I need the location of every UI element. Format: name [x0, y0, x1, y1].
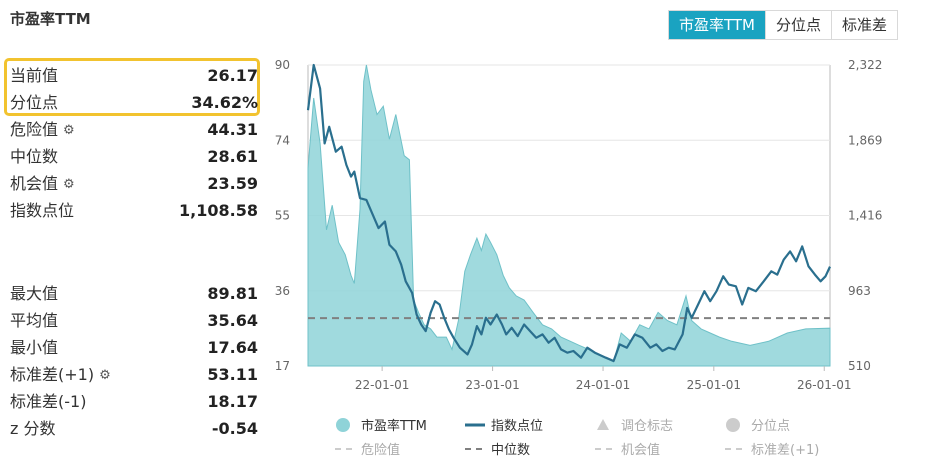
x-tick-label: 25-01-01 [687, 378, 741, 392]
legend-item[interactable]: 分位点 [726, 418, 790, 434]
stat-value: -0.54 [211, 419, 258, 438]
tab-percentile[interactable]: 分位点 [765, 11, 831, 39]
right-tick-label: 1,869 [848, 133, 882, 147]
stat-label: 中位数 [10, 147, 59, 166]
stat-label: 最小值 [10, 338, 59, 357]
stat-label: z 分数 [10, 419, 56, 438]
x-tick-label: 22-01-01 [355, 378, 409, 392]
stat-label: 标准差(-1) [10, 392, 87, 411]
legend-item[interactable]: 中位数 [465, 443, 530, 458]
stat-value: 23.59 [207, 174, 258, 193]
x-axis: 22-01-01 23-01-01 24-01-01 25-01-01 26-01-01 [355, 366, 851, 392]
gear-icon[interactable]: ⚙ [63, 123, 75, 138]
stat-row-danger: 危险值 ⚙ 44.31 [4, 116, 262, 143]
stat-row-zscore: z 分数 -0.54 [4, 415, 262, 442]
stat-value: 18.17 [207, 392, 258, 411]
stat-value: 17.64 [207, 338, 258, 357]
stat-value: 44.31 [207, 120, 258, 139]
stat-label: 机会值 ⚙ [10, 170, 75, 198]
legend-item[interactable]: 机会值 [595, 442, 660, 458]
stat-value: 34.62% [191, 93, 258, 112]
left-tick-label: 36 [275, 284, 290, 298]
stat-value: 1,108.58 [179, 201, 258, 220]
legend-label: 分位点 [751, 419, 790, 434]
stat-row-median: 中位数 28.61 [4, 143, 262, 170]
metric-tabs: 市盈率TTM 分位点 标准差 [668, 10, 899, 40]
gear-icon[interactable]: ⚙ [99, 368, 111, 383]
stats-panel: 当前值 26.17 分位点 34.62% 危险值 ⚙ 44.31 中位数 28.6… [4, 62, 262, 442]
legend-label: 危险值 [361, 442, 400, 458]
right-tick-label: 963 [848, 284, 871, 298]
stat-label: 标准差(+1) ⚙ [10, 361, 111, 389]
left-axis: 90 74 55 36 17 [275, 58, 290, 373]
series-pe-ttm-area [307, 64, 831, 367]
stat-value: 89.81 [207, 284, 258, 303]
stat-row-std-minus: 标准差(-1) 18.17 [4, 388, 262, 415]
legend-dot-icon [336, 418, 350, 432]
stat-label: 危险值 ⚙ [10, 116, 75, 144]
right-tick-label: 510 [848, 359, 871, 373]
legend-label: 调仓标志 [621, 419, 673, 434]
right-tick-label: 2,322 [848, 58, 882, 72]
stat-row-percentile: 分位点 34.62% [4, 89, 262, 116]
stat-row-current: 当前值 26.17 [4, 62, 262, 89]
legend-triangle-icon [597, 419, 609, 430]
stat-row-opportunity: 机会值 ⚙ 23.59 [4, 170, 262, 197]
right-axis: 2,322 1,869 1,416 963 510 [848, 58, 882, 373]
left-tick-label: 17 [275, 359, 290, 373]
legend-dot-icon [726, 418, 740, 432]
stat-row-mean: 平均值 35.64 [4, 307, 262, 334]
stat-row-index-points: 指数点位 1,108.58 [4, 197, 262, 224]
stat-value: 35.64 [207, 311, 258, 330]
legend-label: 中位数 [491, 443, 530, 458]
stat-label: 最大值 [10, 284, 59, 303]
legend-item[interactable]: 危险值 [335, 442, 400, 458]
legend-label: 市盈率TTM [361, 418, 427, 434]
legend-item[interactable]: 调仓标志 [597, 419, 673, 434]
legend-item[interactable]: 市盈率TTM [336, 418, 427, 434]
stat-value: 28.61 [207, 147, 258, 166]
legend-item[interactable]: 标准差(+1) [725, 443, 819, 458]
page-title: 市盈率TTM [10, 10, 91, 28]
stat-value: 26.17 [207, 66, 258, 85]
tab-std[interactable]: 标准差 [831, 11, 897, 39]
left-tick-label: 74 [275, 133, 290, 147]
x-tick-label: 26-01-01 [797, 378, 851, 392]
left-tick-label: 90 [275, 58, 290, 72]
current-value-highlight [4, 58, 260, 116]
legend-label: 标准差(+1) [751, 443, 819, 458]
tab-pe-ttm[interactable]: 市盈率TTM [669, 11, 766, 39]
stat-row-min: 最小值 17.64 [4, 334, 262, 361]
gear-icon[interactable]: ⚙ [63, 177, 75, 192]
stat-row-std-plus: 标准差(+1) ⚙ 53.11 [4, 361, 262, 388]
legend-label: 指数点位 [491, 419, 543, 434]
right-tick-label: 1,416 [848, 209, 882, 223]
stat-label: 平均值 [10, 311, 59, 330]
x-tick-label: 23-01-01 [465, 378, 519, 392]
stat-label: 分位点 [10, 93, 59, 112]
legend-item[interactable]: 指数点位 [465, 419, 543, 434]
x-tick-label: 24-01-01 [576, 378, 630, 392]
left-tick-label: 55 [275, 209, 290, 223]
legend-label: 机会值 [621, 442, 660, 458]
stat-label: 当前值 [10, 66, 59, 85]
stat-value: 53.11 [207, 365, 258, 384]
stat-label: 指数点位 [10, 201, 75, 220]
series-index-points-line [306, 63, 831, 363]
stat-row-max: 最大值 89.81 [4, 280, 262, 307]
